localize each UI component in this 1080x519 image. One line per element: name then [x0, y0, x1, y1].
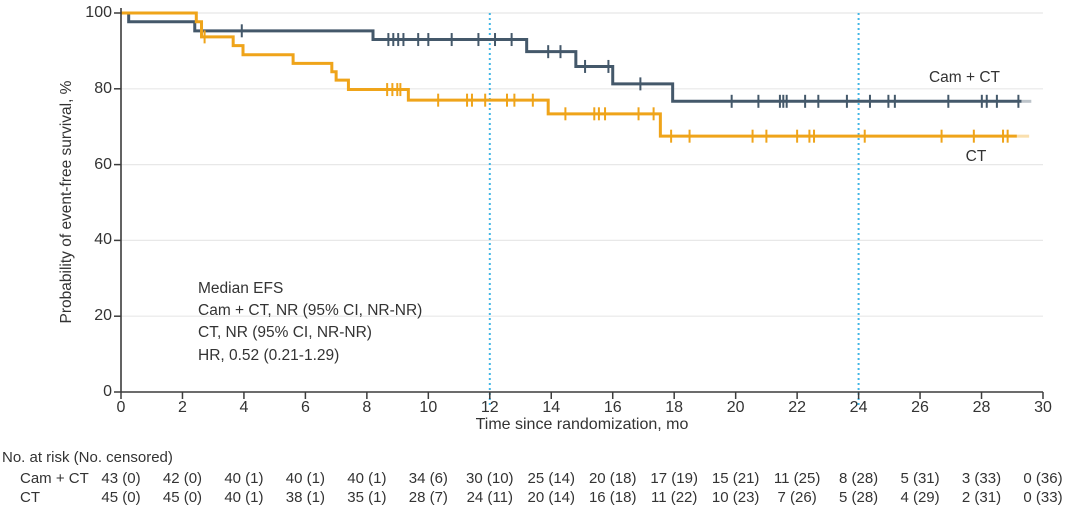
risk-value-cell: 16 (18)	[588, 489, 637, 506]
risk-value-cell: 10 (23)	[711, 489, 760, 506]
annotation-line-3: CT, NR (95% CI, NR-NR)	[198, 324, 372, 342]
risk-value-cell: 5 (31)	[900, 470, 940, 487]
x-axis-title: Time since randomization, mo	[475, 416, 689, 433]
x-tick-label-0: 0	[116, 399, 126, 416]
cam-ct-survival-curve	[121, 11, 1022, 103]
x-tick-label-10: 10	[419, 399, 438, 416]
annotation-line-2: Cam + CT, NR (95% CI, NR-NR)	[198, 302, 423, 320]
x-tick-label-22: 22	[788, 399, 807, 416]
risk-value-cell: 5 (28)	[838, 489, 879, 506]
risk-value-cell: 11 (25)	[773, 470, 821, 487]
x-tick-label-16: 16	[603, 399, 622, 416]
risk-value-cell: 0 (33)	[1023, 489, 1063, 506]
risk-value-cell: 20 (14)	[527, 489, 576, 506]
risk-value-cell: 40 (1)	[224, 489, 264, 506]
risk-value-cell: 24 (11)	[466, 489, 513, 506]
risk-value-cell: 15 (21)	[711, 470, 760, 487]
risk-value-cell: 38 (1)	[285, 489, 325, 506]
risk-value-cell: 40 (1)	[285, 470, 325, 487]
x-tick-label-8: 8	[362, 399, 372, 416]
x-tick-label-20: 20	[726, 399, 745, 416]
risk-value-cell: 40 (1)	[224, 470, 264, 487]
x-tick-label-12: 12	[480, 399, 499, 416]
y-tick-label-100: 100	[85, 4, 112, 21]
risk-row-label-cam-ct: Cam + CT	[20, 470, 89, 487]
risk-value-cell: 35 (1)	[347, 489, 387, 506]
annotation-line-4: HR, 0.52 (0.21-1.29)	[198, 346, 340, 364]
ct-survival-curve	[121, 11, 1017, 138]
risk-value-cell: 11 (22)	[650, 489, 698, 506]
risk-value-cell: 34 (6)	[408, 470, 448, 487]
risk-value-cell: 3 (33)	[961, 470, 1002, 487]
risk-value-cell: 8 (28)	[838, 470, 879, 487]
y-axis-title: Probability of event-free survival, %	[58, 80, 75, 324]
x-tick-label-4: 4	[239, 399, 249, 416]
risk-value-cell: 28 (7)	[408, 489, 448, 506]
x-tick-label-14: 14	[542, 399, 561, 416]
risk-value-cell: 25 (14)	[527, 470, 576, 487]
risk-value-cell: 4 (29)	[900, 489, 940, 506]
x-tick-label-24: 24	[849, 399, 868, 416]
risk-table-header: No. at risk (No. censored)	[2, 449, 173, 466]
x-tick-label-28: 28	[972, 399, 991, 416]
risk-value-cell: 0 (36)	[1023, 470, 1063, 487]
x-tick-label-30: 30	[1034, 399, 1052, 416]
legend-label-ct: CT	[965, 148, 987, 165]
risk-row-label-ct: CT	[20, 489, 40, 506]
median-efs-annotation: Median EFS Cam + CT, NR (95% CI, NR-NR) …	[198, 278, 422, 367]
risk-value-cell: 43 (0)	[101, 470, 141, 487]
y-tick-label-80: 80	[94, 79, 112, 97]
x-tick-label-6: 6	[300, 399, 310, 416]
risk-value-cell: 30 (10)	[466, 470, 514, 487]
risk-value-cell: 20 (18)	[588, 470, 637, 487]
risk-value-cell: 7 (26)	[777, 489, 817, 506]
risk-value-cell: 17 (19)	[650, 470, 698, 487]
x-tick-label-18: 18	[665, 399, 684, 416]
y-tick-label-0: 0	[103, 383, 112, 400]
risk-value-cell: 42 (0)	[162, 470, 203, 487]
risk-value-cell: 2 (31)	[961, 489, 1002, 506]
x-tick-label-26: 26	[911, 399, 929, 416]
y-tick-label-60: 60	[94, 155, 112, 173]
risk-value-cell: 40 (1)	[347, 470, 387, 487]
x-tick-label-2: 2	[178, 399, 187, 416]
y-tick-label-40: 40	[94, 231, 112, 249]
y-tick-label-20: 20	[94, 307, 112, 325]
risk-value-cell: 45 (0)	[101, 489, 141, 506]
annotation-line-1: Median EFS	[198, 280, 284, 297]
risk-value-cell: 45 (0)	[162, 489, 203, 506]
legend-label-cam-ct: Cam + CT	[928, 69, 1000, 86]
